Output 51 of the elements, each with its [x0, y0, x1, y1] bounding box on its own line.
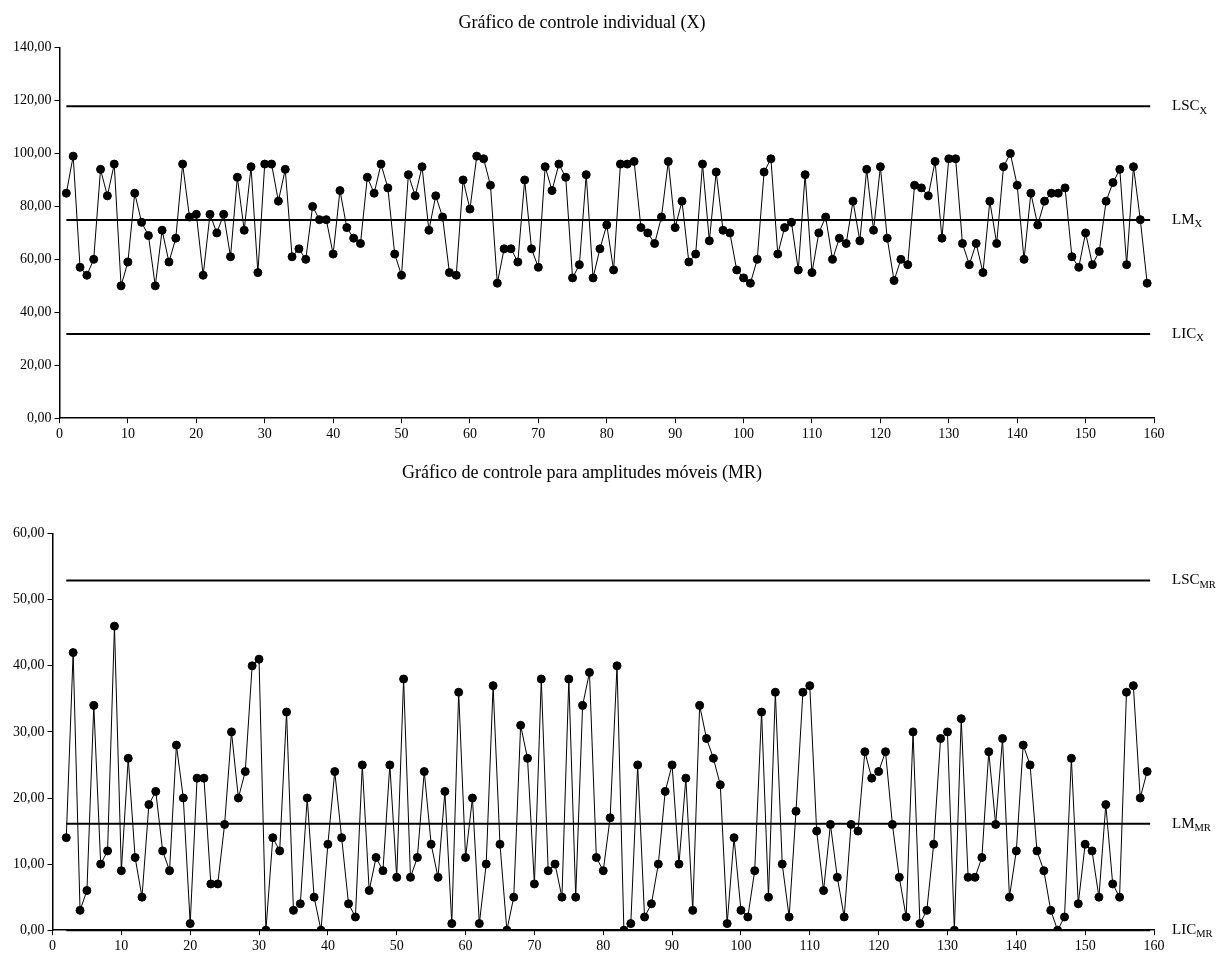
- x-tick-label: 40: [326, 426, 341, 442]
- y-tick-label: 30,00: [13, 723, 45, 739]
- x-tick-label: 110: [799, 938, 821, 954]
- x-tick-label: 60: [462, 426, 477, 442]
- x-tick-label: 30: [257, 426, 272, 442]
- y-tick-label: 120,00: [13, 92, 52, 108]
- y-tick-label: 0,00: [27, 409, 52, 425]
- x-tick-label: 100: [730, 938, 752, 954]
- y-tick-label: 20,00: [20, 356, 52, 372]
- y-tick-label: 40,00: [13, 657, 45, 673]
- x-tick-label: 130: [936, 938, 958, 954]
- x-tick-label: 60: [458, 938, 473, 954]
- y-tick-label: 40,00: [20, 303, 52, 319]
- x-tick-label: 20: [183, 938, 198, 954]
- x-tick-label: 50: [394, 426, 409, 442]
- x-tick-label: 90: [665, 938, 680, 954]
- x-tick-label: 30: [252, 938, 267, 954]
- chart-title: Gráfico de controle para amplitudes móveis (MR): [402, 461, 762, 483]
- x-tick-label: 50: [389, 938, 404, 954]
- y-tick-label: 50,00: [13, 591, 45, 607]
- y-tick-label: 80,00: [20, 198, 52, 214]
- y-tick-label: 140,00: [13, 39, 52, 55]
- x-tick-label: 120: [869, 426, 891, 442]
- x-tick-label: 0: [56, 426, 63, 442]
- x-tick-label: 100: [733, 426, 755, 442]
- y-tick-label: 20,00: [13, 789, 45, 805]
- x-tick-label: 70: [527, 938, 542, 954]
- x-tick-label: 20: [189, 426, 204, 442]
- y-tick-label: 60,00: [13, 525, 45, 541]
- x-tick-label: 0: [49, 938, 56, 954]
- x-tick-label: 80: [599, 426, 614, 442]
- x-tick-label: 110: [801, 426, 823, 442]
- y-tick-label: 60,00: [20, 251, 52, 267]
- x-tick-label: 160: [1143, 426, 1165, 442]
- x-tick-label: 10: [114, 938, 129, 954]
- x-tick-label: 120: [868, 938, 890, 954]
- x-tick-label: 140: [1005, 938, 1027, 954]
- x-tick-label: 40: [320, 938, 335, 954]
- chart-title: Gráfico de controle individual (X): [458, 11, 706, 33]
- y-tick-label: 0,00: [20, 921, 45, 937]
- x-tick-label: 140: [1006, 426, 1028, 442]
- x-tick-label: 130: [938, 426, 960, 442]
- x-tick-label: 160: [1143, 938, 1165, 954]
- y-tick-label: 10,00: [13, 855, 45, 871]
- x-tick-label: 150: [1075, 426, 1097, 442]
- x-tick-label: 80: [596, 938, 611, 954]
- x-tick-label: 150: [1074, 938, 1096, 954]
- x-tick-label: 10: [120, 426, 135, 442]
- y-tick-label: 100,00: [13, 145, 52, 161]
- x-tick-label: 90: [668, 426, 683, 442]
- x-tick-label: 70: [531, 426, 546, 442]
